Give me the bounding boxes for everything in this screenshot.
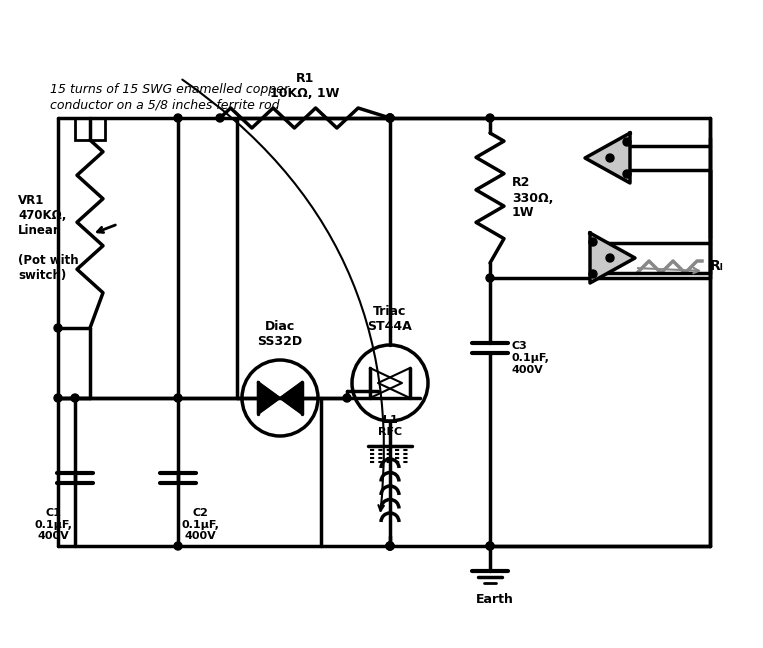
Text: Diac
SS32D: Diac SS32D bbox=[257, 320, 303, 348]
Circle shape bbox=[54, 324, 62, 332]
Polygon shape bbox=[258, 382, 280, 414]
Text: Triac
ST44A: Triac ST44A bbox=[368, 305, 412, 333]
Text: C3
0.1μF,
400V: C3 0.1μF, 400V bbox=[512, 341, 550, 375]
Text: C2
0.1μF,
400V: C2 0.1μF, 400V bbox=[181, 508, 219, 541]
Circle shape bbox=[623, 138, 631, 146]
Circle shape bbox=[623, 170, 631, 178]
Circle shape bbox=[386, 542, 394, 550]
Text: R1
10KΩ, 1W: R1 10KΩ, 1W bbox=[270, 72, 340, 100]
Circle shape bbox=[71, 394, 79, 402]
Circle shape bbox=[174, 114, 182, 122]
Circle shape bbox=[386, 114, 394, 122]
Text: L1
RFC: L1 RFC bbox=[378, 415, 402, 437]
Circle shape bbox=[216, 114, 224, 122]
Circle shape bbox=[486, 274, 494, 282]
Text: Rₗ: Rₗ bbox=[710, 259, 724, 273]
Circle shape bbox=[486, 542, 494, 550]
Polygon shape bbox=[590, 233, 635, 283]
Text: C1
0.1μF,
400V: C1 0.1μF, 400V bbox=[34, 508, 72, 541]
Text: 15 turns of 15 SWG enamelled copper
conductor on a 5/8 inches ferrite rod: 15 turns of 15 SWG enamelled copper cond… bbox=[50, 83, 289, 111]
Circle shape bbox=[386, 542, 394, 550]
Text: R2
330Ω,
1W: R2 330Ω, 1W bbox=[512, 176, 553, 220]
Circle shape bbox=[589, 238, 597, 246]
Circle shape bbox=[54, 394, 62, 402]
Circle shape bbox=[174, 542, 182, 550]
Circle shape bbox=[486, 114, 494, 122]
Circle shape bbox=[386, 542, 394, 550]
Polygon shape bbox=[370, 368, 402, 398]
FancyBboxPatch shape bbox=[75, 118, 105, 140]
Circle shape bbox=[486, 542, 494, 550]
Text: Earth: Earth bbox=[476, 593, 514, 606]
Polygon shape bbox=[378, 368, 410, 398]
Text: VR1
470KΩ,
Linear

(Pot with
switch): VR1 470KΩ, Linear (Pot with switch) bbox=[18, 194, 79, 282]
Circle shape bbox=[606, 254, 614, 262]
Polygon shape bbox=[585, 133, 630, 183]
Circle shape bbox=[386, 114, 394, 122]
Circle shape bbox=[386, 114, 394, 122]
Circle shape bbox=[606, 154, 614, 162]
Circle shape bbox=[174, 394, 182, 402]
Circle shape bbox=[589, 270, 597, 278]
Circle shape bbox=[343, 394, 351, 402]
Polygon shape bbox=[280, 382, 302, 414]
